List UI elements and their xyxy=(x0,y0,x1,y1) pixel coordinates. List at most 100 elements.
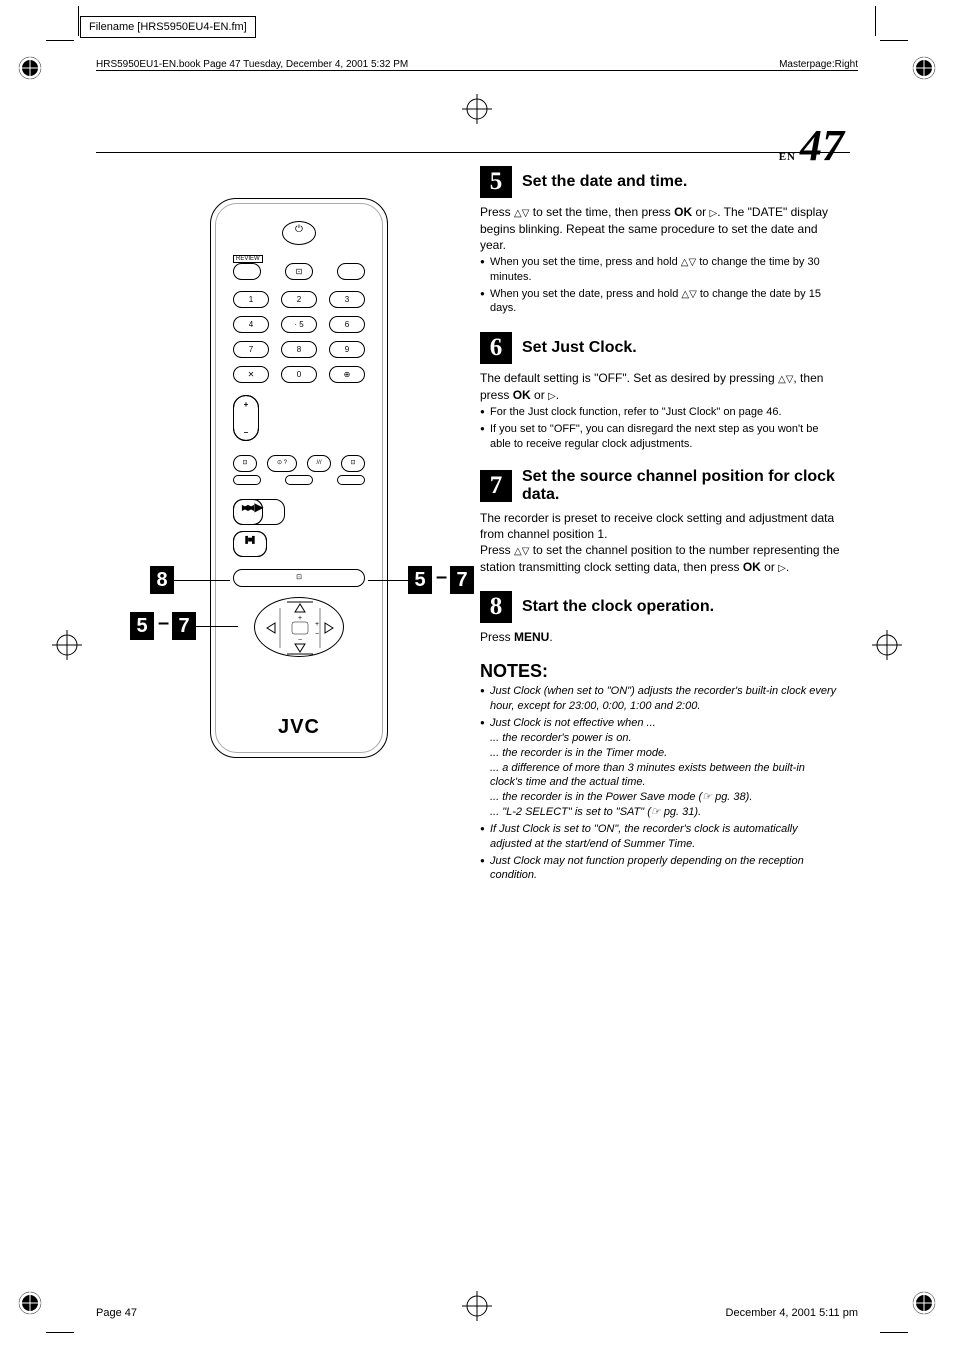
key-8: 8 xyxy=(281,341,317,358)
page-number: 47 xyxy=(800,121,844,170)
remote-button xyxy=(285,475,313,485)
key-6: 6 xyxy=(329,316,365,333)
svg-text:+: + xyxy=(315,621,319,628)
key-5: · 5 xyxy=(281,316,317,333)
crop-mark xyxy=(46,1332,74,1333)
remote-illustration: ⏻ REVIEW ⊡ 1 2 3 4 · 5 6 7 8 9 ✕ 0 ⊕ xyxy=(150,198,450,778)
footer-page: Page 47 xyxy=(96,1307,137,1319)
keypad-row: ✕ 0 ⊕ xyxy=(233,366,365,383)
page-header: HRS5950EU1-EN.book Page 47 Tuesday, Dece… xyxy=(96,59,858,70)
notes-heading: NOTES: xyxy=(480,661,840,682)
keypad-row: 1 2 3 xyxy=(233,291,365,308)
callout-5r: 5 xyxy=(408,566,432,594)
step-body: The default setting is "OFF". Set as des… xyxy=(480,370,840,452)
header-rule xyxy=(96,70,858,71)
crop-mark xyxy=(880,40,908,41)
book-header-text: HRS5950EU1-EN.book Page 47 Tuesday, Dece… xyxy=(96,59,408,70)
list-item: Just Clock may not function properly dep… xyxy=(480,854,840,884)
notes-body: Just Clock (when set to "ON") adjusts th… xyxy=(480,684,840,883)
key-timer: ⊕ xyxy=(329,366,365,383)
list-item: If you set to "OFF", you can disregard t… xyxy=(480,422,840,452)
filename-label: Filename [HRS5950EU4-EN.fm] xyxy=(80,16,256,38)
callout-7r: 7 xyxy=(450,566,474,594)
step-8: 8 Start the clock operation. Press MENU. xyxy=(480,591,840,645)
page-number-corner: EN 47 xyxy=(779,120,844,171)
crop-mark xyxy=(78,6,79,36)
step-title: Set Just Clock. xyxy=(522,339,637,357)
callout-5: 5 xyxy=(130,612,154,640)
step-number: 6 xyxy=(480,332,512,364)
crosshair-icon xyxy=(462,94,492,124)
step-title: Start the clock operation. xyxy=(522,598,714,616)
keypad-row: 7 8 9 xyxy=(233,341,365,358)
crosshair-icon xyxy=(52,630,82,660)
notes-list: Just Clock (when set to "ON") adjusts th… xyxy=(480,684,840,883)
remote-button: ⊙ ? xyxy=(267,455,297,472)
crop-mark xyxy=(46,40,74,41)
jvc-logo: JVC xyxy=(211,716,387,739)
power-button: ⏻ xyxy=(282,221,316,245)
key-0: 0 xyxy=(281,366,317,383)
step-title: Set the date and time. xyxy=(522,173,687,191)
masterpage-text: Masterpage:Right xyxy=(779,59,858,70)
remote-button xyxy=(233,475,261,485)
remote-button: ⊡ xyxy=(341,455,365,472)
callout-line xyxy=(368,580,408,581)
key-3: 3 xyxy=(329,291,365,308)
corner-rule xyxy=(96,152,850,153)
reg-mark-icon xyxy=(912,56,936,80)
step-7: 7 Set the source channel position for cl… xyxy=(480,468,840,575)
remote-button xyxy=(233,263,261,280)
remote-body: ⏻ REVIEW ⊡ 1 2 3 4 · 5 6 7 8 9 ✕ 0 ⊕ xyxy=(210,198,388,758)
step-number: 7 xyxy=(480,470,512,502)
ff-button: ▶▶ xyxy=(233,499,263,525)
step-body: Press △▽ to set the time, then press OK … xyxy=(480,204,840,316)
remote-button: ⊡ xyxy=(285,263,313,280)
step-number: 8 xyxy=(480,591,512,623)
remote-button: /// xyxy=(307,455,331,472)
callout-dash: – xyxy=(158,612,169,635)
crosshair-icon xyxy=(872,630,902,660)
footer-date: December 4, 2001 5:11 pm xyxy=(726,1307,858,1319)
list-item: Just Clock (when set to "ON") adjusts th… xyxy=(480,684,840,714)
key-2: 2 xyxy=(281,291,317,308)
step-text: Press MENU. xyxy=(480,629,840,645)
pause-button: ❚❚ xyxy=(233,531,267,557)
dpad: + − + − xyxy=(254,597,344,657)
reg-mark-icon xyxy=(18,56,42,80)
svg-text:+: + xyxy=(298,615,302,622)
crop-mark xyxy=(875,6,876,36)
step-body: The recorder is preset to receive clock … xyxy=(480,510,840,575)
step-bullets: When you set the time, press and hold △▽… xyxy=(480,255,840,316)
list-item: For the Just clock function, refer to "J… xyxy=(480,405,840,420)
list-item: If Just Clock is set to "ON", the record… xyxy=(480,822,840,852)
step-5: 5 Set the date and time. Press △▽ to set… xyxy=(480,166,840,316)
instructions-column: 5 Set the date and time. Press △▽ to set… xyxy=(480,166,840,883)
step-body: Press MENU. xyxy=(480,629,840,645)
callout-line xyxy=(174,580,230,581)
key-4: 4 xyxy=(233,316,269,333)
key-7: 7 xyxy=(233,341,269,358)
step-bullets: For the Just clock function, refer to "J… xyxy=(480,405,840,452)
callout-dash: – xyxy=(436,566,447,589)
menu-button: ⊡ xyxy=(233,569,365,587)
key-cancel: ✕ xyxy=(233,366,269,383)
svg-text:−: − xyxy=(298,637,302,644)
keypad-row: 4 · 5 6 xyxy=(233,316,365,333)
list-item: When you set the date, press and hold △▽… xyxy=(480,287,840,317)
reg-mark-icon xyxy=(912,1291,936,1315)
callout-line xyxy=(196,626,238,627)
crop-mark xyxy=(880,1332,908,1333)
svg-text:−: − xyxy=(315,631,319,638)
step-text: The recorder is preset to receive clock … xyxy=(480,510,840,575)
step-title: Set the source channel position for cloc… xyxy=(522,468,840,504)
list-item: When you set the time, press and hold △▽… xyxy=(480,255,840,285)
callout-7: 7 xyxy=(172,612,196,640)
remote-button: ⊡ xyxy=(233,455,257,472)
remote-button xyxy=(337,263,365,280)
page-footer: Page 47 December 4, 2001 5:11 pm xyxy=(96,1307,858,1319)
key-1: 1 xyxy=(233,291,269,308)
reg-mark-icon xyxy=(18,1291,42,1315)
step-text: Press △▽ to set the time, then press OK … xyxy=(480,204,840,253)
pm-button: +− xyxy=(233,395,259,441)
